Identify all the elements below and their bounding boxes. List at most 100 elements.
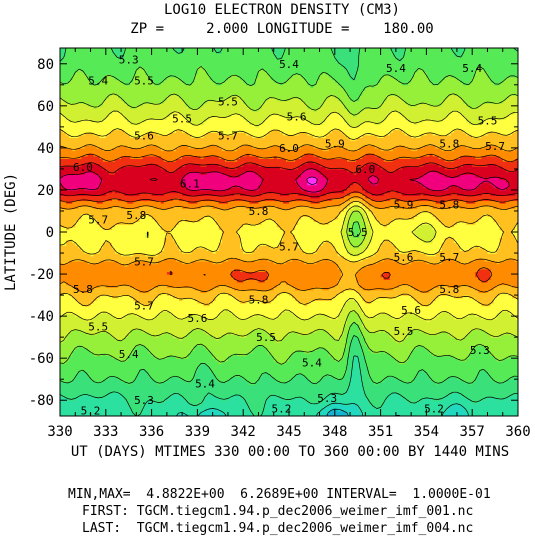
heatmap-cell: [221, 402, 226, 407]
heatmap-cell: [179, 405, 183, 409]
heatmap-cell: [408, 410, 412, 414]
heatmap-cell: [93, 410, 98, 414]
heatmap-cell: [182, 410, 186, 414]
heatmap-cell: [371, 400, 376, 404]
heatmap-cell: [499, 413, 504, 416]
heatmap-cell: [514, 408, 518, 412]
heatmap-cell: [96, 400, 101, 404]
heatmap-cell: [353, 413, 357, 416]
heatmap-cell: [249, 405, 253, 409]
heatmap-cell: [463, 410, 467, 414]
heatmap-cell: [84, 405, 89, 409]
heatmap-cell: [362, 400, 366, 404]
heatmap-cell: [163, 405, 168, 409]
heatmap-cell: [505, 402, 510, 407]
heatmap-cell: [347, 413, 351, 416]
heatmap-cell: [169, 413, 174, 416]
heatmap-cell: [102, 400, 107, 404]
heatmap-cell: [81, 413, 86, 416]
heatmap-cell: [359, 408, 363, 412]
heatmap-cell: [484, 413, 489, 416]
heatmap-cell: [96, 413, 101, 416]
heatmap-cell: [295, 413, 299, 416]
heatmap-cell: [185, 402, 189, 407]
heatmap-cell: [264, 408, 269, 412]
heatmap-cell: [66, 408, 70, 412]
heatmap-cell: [502, 405, 507, 409]
heatmap-cell: [508, 413, 513, 416]
heatmap-cell: [511, 413, 516, 416]
heatmap-cell: [230, 405, 235, 409]
heatmap-cell: [438, 408, 443, 412]
heatmap-cell: [105, 400, 110, 404]
heatmap-cell: [264, 413, 269, 416]
heatmap-cell: [511, 405, 516, 409]
heatmap-cell: [209, 402, 214, 407]
heatmap-cell: [307, 410, 311, 414]
heatmap-cell: [368, 402, 373, 407]
heatmap-cell: [472, 402, 476, 407]
heatmap-cell: [197, 405, 202, 409]
heatmap-cell: [154, 402, 159, 407]
heatmap-cell: [264, 400, 269, 404]
heatmap-cell: [87, 408, 92, 412]
heatmap-cell: [350, 413, 354, 416]
heatmap-cell: [289, 413, 293, 416]
heatmap-cell: [240, 405, 244, 409]
heatmap-cell: [441, 408, 446, 412]
heatmap-cell: [395, 405, 400, 409]
heatmap-cell: [411, 413, 415, 416]
heatmap-cell: [243, 402, 247, 407]
heatmap-cell: [99, 400, 104, 404]
heatmap-cell: [124, 408, 128, 412]
heatmap-cell: [124, 402, 128, 407]
heatmap-cell: [157, 405, 162, 409]
heatmap-cell: [105, 405, 110, 409]
heatmap-cell: [398, 402, 403, 407]
heatmap-cell: [264, 405, 269, 409]
heatmap-cell: [206, 402, 211, 407]
heatmap-cell: [429, 402, 434, 407]
heatmap-cell: [282, 410, 287, 414]
heatmap-cell: [316, 408, 321, 412]
heatmap-cell: [93, 408, 98, 412]
heatmap-cell: [435, 405, 440, 409]
heatmap-cell: [310, 400, 315, 404]
heatmap-cell: [151, 410, 156, 414]
heatmap-cell: [411, 405, 415, 409]
heatmap-cell: [359, 410, 363, 414]
heatmap-cell: [258, 402, 263, 407]
heatmap-cell: [328, 400, 333, 404]
heatmap-cell: [405, 408, 409, 412]
heatmap-cell: [365, 410, 369, 414]
heatmap-cell: [420, 408, 424, 412]
heatmap-cell: [459, 410, 464, 414]
heatmap-cell: [405, 413, 409, 416]
heatmap-cell: [408, 402, 412, 407]
heatmap-cell: [377, 410, 382, 414]
heatmap-cell: [350, 400, 354, 404]
heatmap-cell: [319, 413, 324, 416]
heatmap-cell: [154, 410, 159, 414]
heatmap-cell: [69, 410, 73, 414]
heatmap-cell: [243, 413, 247, 416]
heatmap-cell: [145, 413, 150, 416]
heatmap-cell: [224, 405, 229, 409]
heatmap-cell: [105, 410, 110, 414]
heatmap-cell: [237, 402, 241, 407]
heatmap-cell: [66, 413, 70, 416]
heatmap-cell: [356, 408, 360, 412]
heatmap-cell: [493, 408, 498, 412]
heatmap-cell: [194, 402, 198, 407]
heatmap-cell: [398, 413, 403, 416]
heatmap-cell: [105, 402, 110, 407]
heatmap-cell: [234, 410, 238, 414]
heatmap-cell: [356, 402, 360, 407]
chart-title: LOG10 ELECTRON DENSITY (CM3): [164, 2, 400, 18]
heatmap-cell: [493, 413, 498, 416]
heatmap-cell: [508, 408, 513, 412]
heatmap-cell: [206, 408, 211, 412]
heatmap-cell: [209, 408, 214, 412]
heatmap-cell: [347, 402, 351, 407]
heatmap-cell: [252, 413, 257, 416]
